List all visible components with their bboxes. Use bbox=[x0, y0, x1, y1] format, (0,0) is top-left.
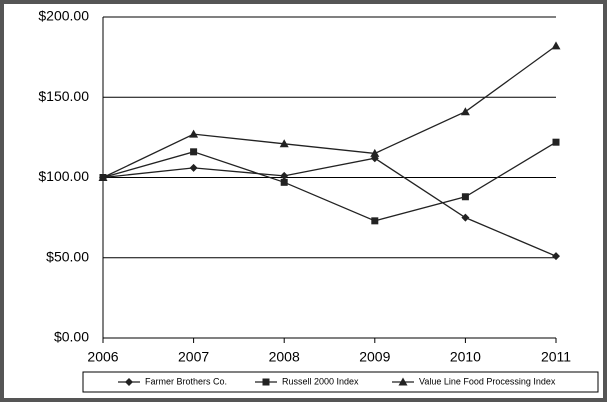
marker bbox=[125, 378, 133, 386]
legend-entry: Farmer Brothers Co. bbox=[118, 376, 227, 386]
legend-entry: Russell 2000 Index bbox=[255, 376, 359, 386]
series-line bbox=[102, 157, 557, 257]
y-tick-label: $200.00 bbox=[38, 8, 89, 24]
marker bbox=[189, 129, 199, 138]
marker bbox=[279, 139, 289, 148]
marker bbox=[552, 138, 560, 146]
legend-entry: Value Line Food Processing Index bbox=[392, 376, 556, 386]
legend-label: Value Line Food Processing Index bbox=[419, 376, 556, 386]
x-tick-label: 2011 bbox=[541, 349, 571, 365]
x-tick-label: 2007 bbox=[178, 349, 209, 365]
marker bbox=[461, 193, 469, 201]
marker bbox=[461, 213, 470, 222]
marker bbox=[190, 148, 198, 156]
marker bbox=[262, 378, 270, 386]
y-tick-label: $0.00 bbox=[54, 329, 89, 345]
legend-box bbox=[82, 371, 599, 393]
y-tick-label: $100.00 bbox=[38, 168, 89, 184]
marker bbox=[398, 377, 408, 386]
marker bbox=[460, 107, 470, 116]
series-line bbox=[102, 141, 557, 222]
marker bbox=[189, 163, 198, 172]
marker bbox=[280, 171, 289, 180]
marker bbox=[280, 178, 288, 186]
marker bbox=[551, 41, 561, 50]
y-tick-label: $50.00 bbox=[46, 248, 89, 264]
x-tick-label: 2009 bbox=[359, 349, 390, 365]
marker bbox=[98, 173, 108, 181]
legend-label: Russell 2000 Index bbox=[282, 376, 359, 386]
x-tick-label: 2010 bbox=[450, 349, 481, 365]
marker bbox=[371, 217, 379, 225]
series-line bbox=[102, 45, 557, 179]
legend-label: Farmer Brothers Co. bbox=[145, 376, 227, 386]
y-tick-label: $150.00 bbox=[38, 88, 89, 104]
x-tick-label: 2008 bbox=[269, 349, 300, 365]
marker bbox=[552, 252, 560, 261]
marker bbox=[370, 148, 380, 157]
x-tick-label: 2006 bbox=[87, 349, 118, 365]
